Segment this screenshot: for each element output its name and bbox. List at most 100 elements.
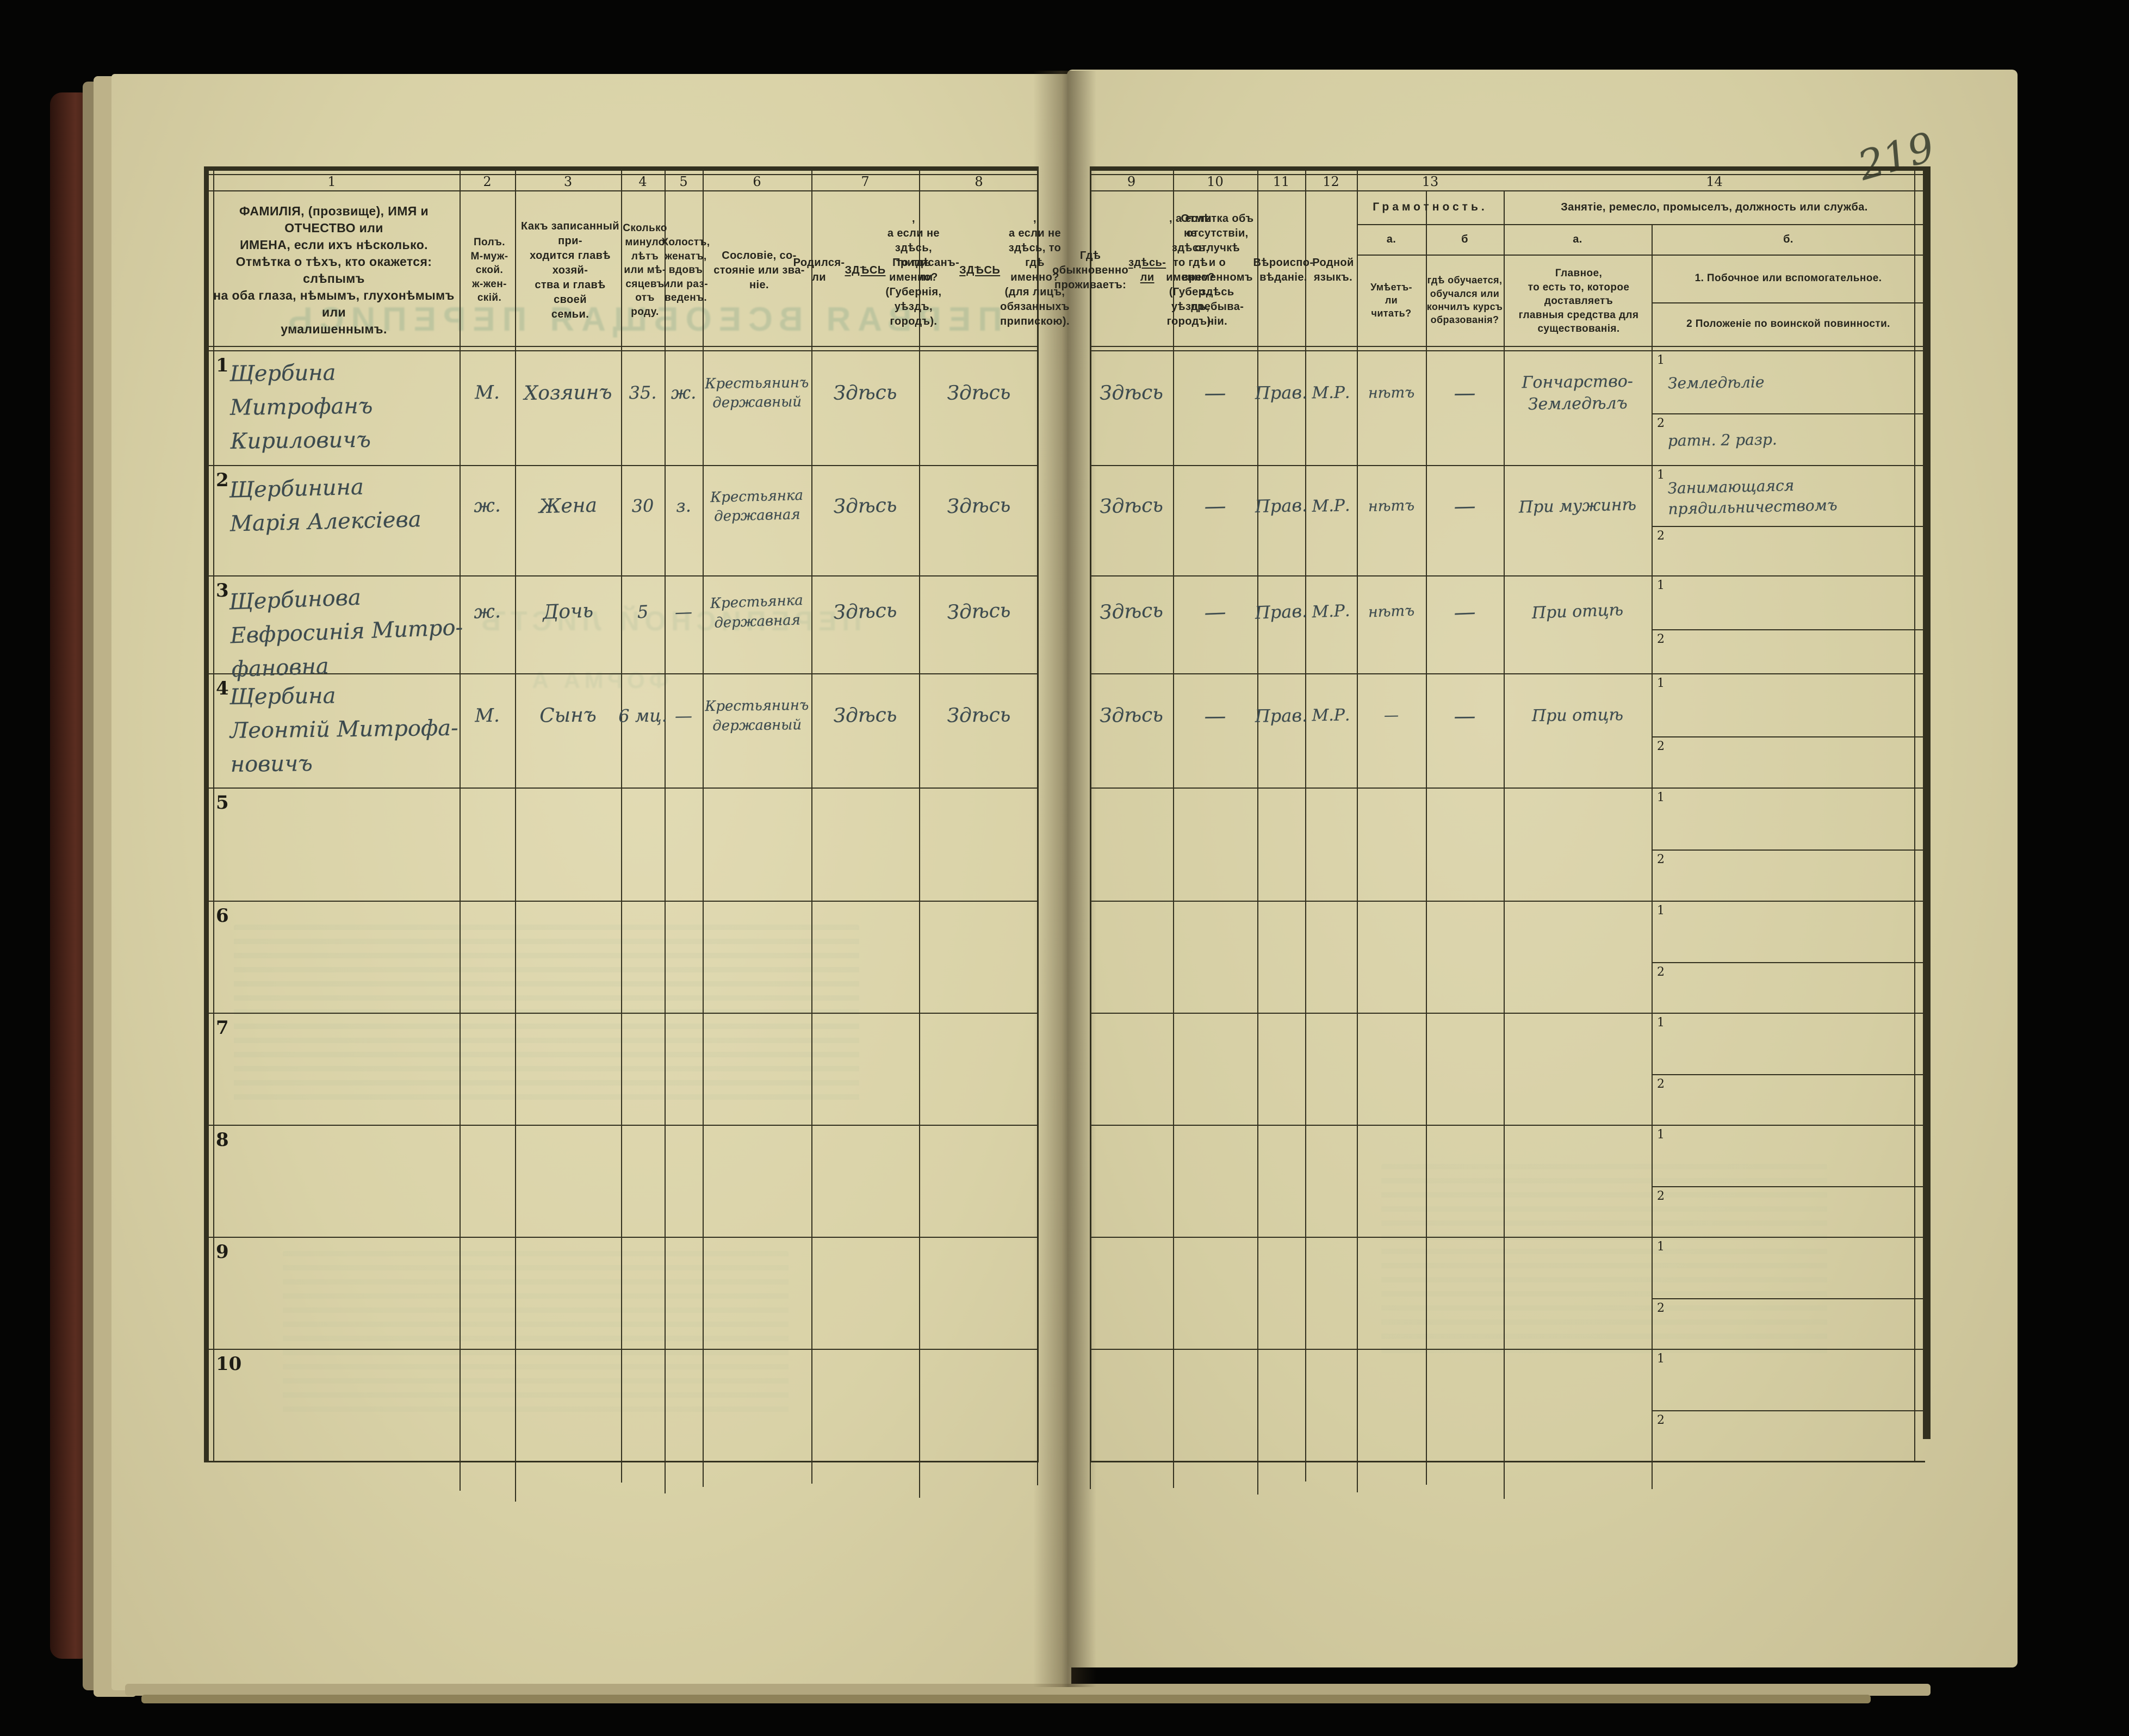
header-cell-c14b2: 2 Положеніе по воинской повинности. — [1686, 318, 1890, 330]
table-gridline-stub — [1652, 1461, 1653, 1489]
row-1-c13a: нѣтъ — [1368, 384, 1415, 402]
header-cell-c8: Приписанъ-ли ЗДѢСЬ, а если не здѣсь, то г… — [892, 213, 1070, 327]
table-row-line — [1090, 1125, 1925, 1126]
table-subrow-line — [1652, 1186, 1925, 1187]
subrow-index: 1 — [1657, 354, 1665, 367]
header-cell-c3: Какъ записанный при-ходится главѣ хозяй-… — [521, 220, 619, 320]
subrow-index: 1 — [1657, 1016, 1665, 1030]
row-number: 10 — [216, 1353, 242, 1375]
column-number-14: 14 — [1706, 173, 1723, 189]
header-cell-c14a: Главное, то есть то, которое доставляетъ г… — [1518, 267, 1639, 335]
right-page-outer-border — [1923, 166, 1931, 1439]
row-3-c14a: При отцѣ — [1531, 600, 1624, 623]
table-gridline-stub — [621, 1461, 622, 1483]
table-gridline-h — [1090, 174, 1925, 175]
table-row-line — [1090, 575, 1925, 576]
table-gridline-stub — [703, 1461, 704, 1487]
table-row-line — [1090, 465, 1925, 466]
subrow-index: 1 — [1657, 677, 1665, 690]
table-gridline-stub — [665, 1461, 666, 1493]
table-gridline-stub — [811, 1461, 812, 1484]
table-gridline-v — [665, 166, 666, 1461]
row-2-c10: — — [1203, 493, 1227, 519]
table-gridline-v — [1305, 166, 1306, 1461]
subrow-index: 1 — [1657, 1240, 1665, 1254]
table-gridline-v — [919, 166, 920, 1461]
table-gridline-v — [460, 166, 461, 1461]
row-1-c2: М. — [474, 381, 500, 404]
subrow-index: 1 — [1657, 904, 1665, 917]
column-number-3: 3 — [563, 173, 573, 189]
header-sub-label-13b: б — [1461, 233, 1468, 245]
table-gridline-stub — [515, 1461, 516, 1502]
subrow-index: 1 — [1657, 791, 1665, 804]
row-2-c9: Здѣсь — [1099, 494, 1164, 518]
table-gridline-v — [811, 166, 812, 1461]
table-gridline-h — [1090, 346, 1925, 347]
subrow-index: 2 — [1657, 417, 1665, 430]
row-1-c13b: — — [1454, 380, 1476, 406]
table-row-line — [1090, 901, 1925, 902]
header-cell-c13a: Умѣетъ-ли читать? — [1370, 281, 1412, 319]
table-gridline-stub — [919, 1461, 920, 1498]
table-gridline-v — [213, 166, 214, 1461]
subrow-index: 1 — [1657, 1128, 1665, 1142]
table-row-line — [1090, 788, 1925, 789]
table-subrow-line — [1652, 1410, 1925, 1411]
row-4-c7: Здѣсь — [833, 704, 897, 727]
row-number: 7 — [216, 1017, 229, 1039]
table-gridline-h — [1090, 190, 1925, 191]
table-gridline-v — [1037, 166, 1039, 1461]
table-gridline-v — [1357, 166, 1358, 1461]
bleedthrough-paragraph — [283, 1251, 789, 1414]
header-group-literacy: Грамотность. — [1373, 200, 1488, 213]
subrow-index: 1 — [1657, 579, 1665, 592]
subrow-index: 2 — [1657, 740, 1665, 753]
row-4-c11: Прав. — [1255, 705, 1308, 727]
row-1-c14a: Гончарство- Земледѣлъ — [1522, 371, 1634, 414]
table-subrow-line — [1652, 962, 1925, 963]
subrow-index: 2 — [1657, 633, 1665, 646]
table-gridline-h — [1652, 302, 1925, 303]
column-number-4: 4 — [638, 173, 647, 189]
subrow-index: 2 — [1657, 1077, 1665, 1091]
table-subrow-line — [1652, 413, 1925, 414]
row-3-c13a: нѣтъ — [1368, 602, 1415, 621]
table-gridline-v — [1090, 166, 1091, 1461]
table-gridline-stub — [1357, 1461, 1358, 1492]
row-number: 4 — [216, 678, 229, 699]
table-gridline-v — [621, 166, 622, 1461]
page-stack-edge-bottom — [125, 1684, 1931, 1696]
header-cell-c10: Отмѣтка объ отсутствіи, отлучкѣ и о времен… — [1181, 213, 1254, 327]
row-1-c3: Хозяинъ — [524, 381, 612, 405]
row-3-c7: Здѣсь — [833, 599, 898, 624]
table-subrow-line — [1652, 526, 1925, 527]
header-group-occupation: Занятіе, ремесло, промыселъ, должность и… — [1561, 201, 1868, 213]
column-number-11: 11 — [1273, 173, 1290, 189]
table-gridline-v — [1426, 190, 1427, 1461]
table-gridline-v — [1173, 166, 1174, 1461]
table-gridline-h — [1357, 224, 1925, 225]
column-number-13: 13 — [1422, 173, 1439, 189]
table-gridline-stub — [1426, 1461, 1427, 1485]
subrow-index: 2 — [1657, 1189, 1665, 1203]
table-gridline-v — [515, 166, 516, 1461]
row-2-c6: Крестьянка державная — [710, 487, 804, 525]
table-subrow-line — [1652, 736, 1925, 737]
header-sub-label-14b: б. — [1783, 233, 1793, 245]
table-gridline-stub — [1305, 1461, 1306, 1481]
table-gridline-stub — [1037, 1461, 1038, 1485]
row-3-c6: Крестьянка державная — [710, 592, 804, 631]
row-4-c13b: — — [1454, 703, 1476, 729]
table-gridline-stub — [1090, 1461, 1091, 1489]
table-gridline-v — [1652, 224, 1653, 1461]
header-cell-c5: Холостъ, женатъ, вдовъ или раз-веденъ. — [661, 236, 710, 304]
row-4-c9: Здѣсь — [1099, 704, 1164, 727]
table-subrow-line — [1652, 1298, 1925, 1299]
table-top-border — [1090, 166, 1925, 171]
page-stack-edge-bottom — [141, 1695, 1871, 1703]
row-4-c10: — — [1204, 703, 1226, 729]
row-3-c3: Дочь — [542, 599, 594, 624]
row-4-c12: М.Р. — [1312, 705, 1350, 726]
row-2-c8: Здѣсь — [947, 494, 1011, 518]
